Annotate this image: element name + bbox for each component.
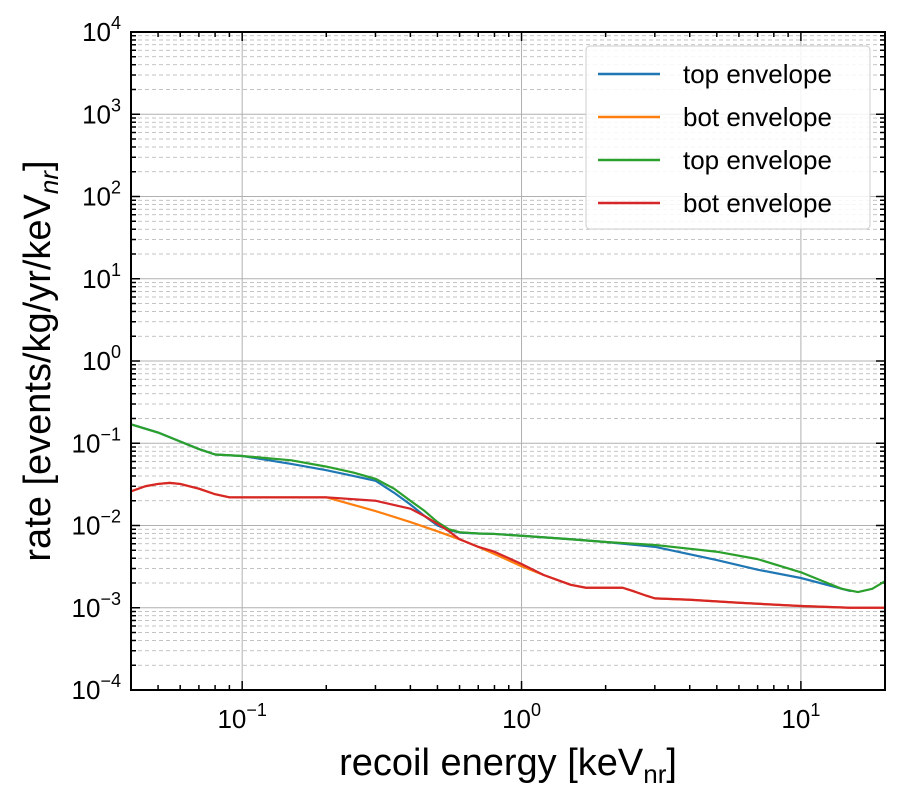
y-tick-label: 104	[82, 13, 121, 47]
legend-label: top envelope	[683, 145, 832, 175]
series-line-2	[131, 481, 885, 609]
y-axis-title: rate [events/kg/yr/keVnr]	[17, 160, 64, 561]
x-tick-label: 101	[781, 700, 820, 734]
y-tick-label: 102	[82, 178, 121, 212]
y-tick-label: 101	[82, 260, 121, 294]
series-line-4	[131, 481, 885, 609]
y-tick-label: 10−1	[72, 424, 121, 458]
x-axis-title: recoil energy [keVnr]	[339, 742, 677, 789]
y-tick-label: 10−2	[72, 507, 121, 541]
x-tick-labels: 10−1 100 101	[217, 700, 820, 734]
series-line-1	[131, 423, 852, 593]
legend-label: bot envelope	[683, 188, 832, 218]
plot-frame	[130, 31, 886, 691]
series-line-3	[131, 423, 885, 594]
legend-label: bot envelope	[683, 102, 832, 132]
x-tick-label: 10−1	[217, 700, 266, 734]
x-tick-label: 100	[502, 700, 541, 734]
legend-box	[585, 45, 871, 230]
legend-label: top envelope	[683, 59, 832, 89]
y-tick-labels: 10−4 10−3 10−2 10−1 100 101 102 103 104	[72, 13, 121, 705]
y-tick-label: 10−3	[72, 589, 121, 623]
series-lines	[131, 423, 885, 609]
legend: top envelope bot envelope top envelope bot …	[585, 45, 871, 230]
y-tick-label: 100	[82, 342, 121, 376]
y-tick-label: 10−4	[72, 671, 121, 705]
y-tick-label: 103	[82, 95, 121, 129]
